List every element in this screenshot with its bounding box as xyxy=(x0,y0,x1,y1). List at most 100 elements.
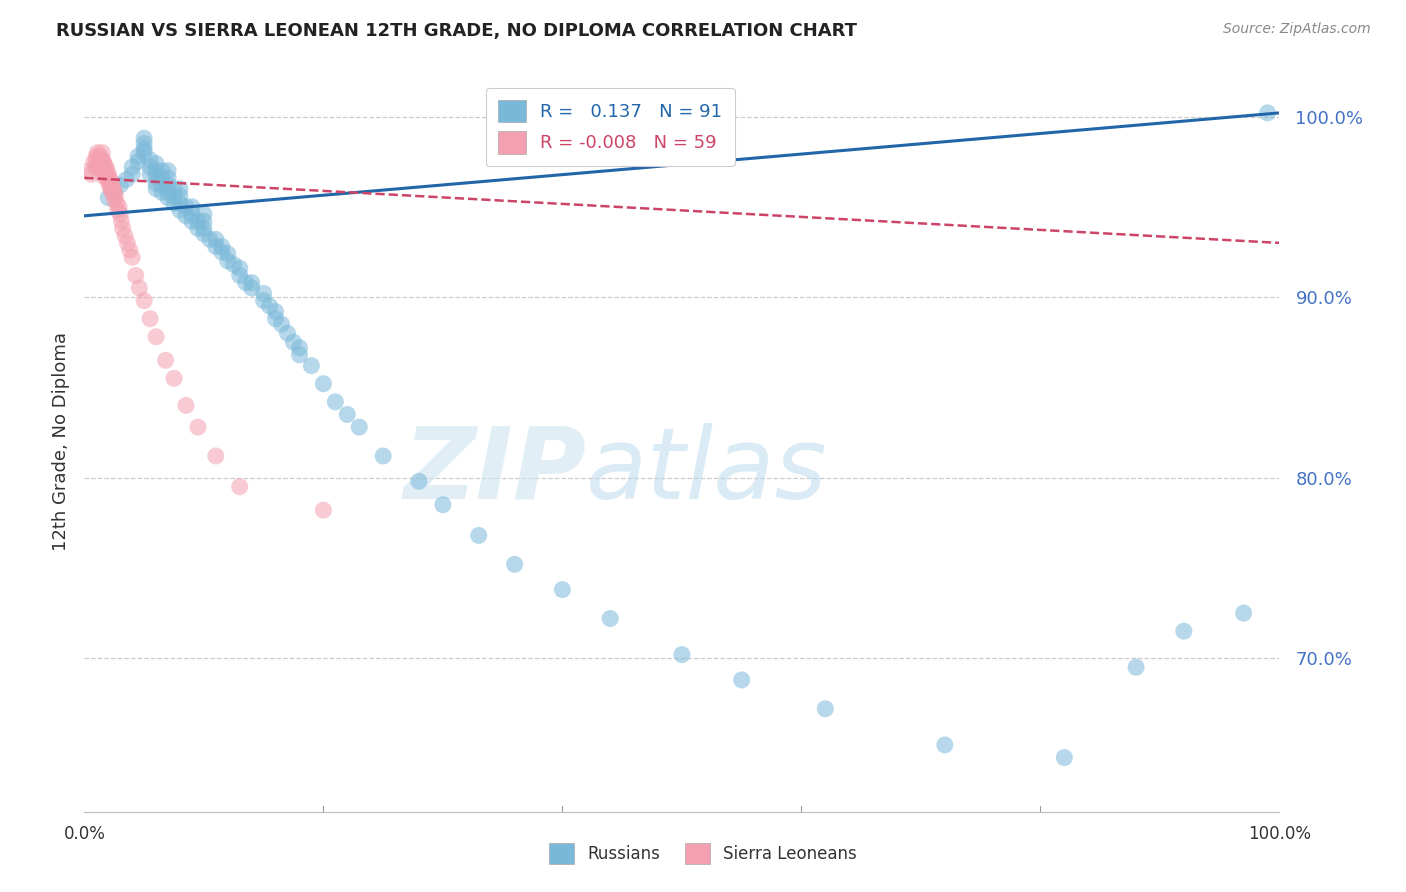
Point xyxy=(193,214,215,228)
Point xyxy=(145,163,167,178)
Point xyxy=(145,169,167,183)
Point xyxy=(115,172,138,186)
Point xyxy=(101,182,124,196)
Point xyxy=(89,156,111,170)
Point xyxy=(103,186,125,200)
Point xyxy=(97,174,120,188)
Text: ZIP: ZIP xyxy=(404,423,586,520)
Point xyxy=(125,268,148,283)
Point xyxy=(174,200,197,214)
Point xyxy=(101,178,124,193)
Point xyxy=(127,149,149,163)
Point xyxy=(1053,750,1076,764)
Point xyxy=(229,268,252,283)
Point xyxy=(1233,606,1256,620)
Point xyxy=(288,348,311,362)
Point xyxy=(110,178,132,193)
Point xyxy=(157,170,180,185)
Point xyxy=(96,170,118,185)
Point xyxy=(312,376,335,391)
Point xyxy=(103,193,125,207)
Point xyxy=(93,169,115,183)
Point xyxy=(240,281,263,295)
Point xyxy=(139,153,162,167)
Point xyxy=(1173,624,1195,639)
Point xyxy=(181,207,204,221)
Point xyxy=(98,170,121,185)
Point xyxy=(283,335,305,350)
Point xyxy=(259,299,281,313)
Point xyxy=(193,227,215,241)
Legend: Russians, Sierra Leoneans: Russians, Sierra Leoneans xyxy=(543,837,863,871)
Point xyxy=(349,420,371,434)
Point xyxy=(336,408,359,422)
Point xyxy=(187,214,209,228)
Point xyxy=(84,160,107,174)
Point xyxy=(77,163,100,178)
Point xyxy=(121,160,143,174)
Y-axis label: 12th Grade, No Diploma: 12th Grade, No Diploma xyxy=(52,332,70,551)
Point xyxy=(205,449,228,463)
Point xyxy=(163,182,186,196)
Point xyxy=(91,145,114,160)
Point xyxy=(157,186,180,200)
Point xyxy=(121,167,143,181)
Point xyxy=(235,276,257,290)
Point xyxy=(145,182,167,196)
Point xyxy=(101,186,124,200)
Point xyxy=(111,221,134,235)
Point xyxy=(145,156,167,170)
Point xyxy=(157,163,180,178)
Point xyxy=(599,611,621,625)
Point xyxy=(145,177,167,191)
Point xyxy=(132,145,156,160)
Point xyxy=(93,161,115,176)
Point xyxy=(408,475,430,489)
Point xyxy=(91,160,114,174)
Point xyxy=(205,232,228,246)
Point xyxy=(222,258,245,272)
Point xyxy=(93,154,115,169)
Point xyxy=(83,154,105,169)
Point xyxy=(163,189,186,203)
Point xyxy=(934,738,956,752)
Point xyxy=(264,311,287,326)
Point xyxy=(100,182,122,196)
Point xyxy=(169,203,191,218)
Point xyxy=(169,182,191,196)
Point xyxy=(139,160,162,174)
Point xyxy=(132,131,156,145)
Point xyxy=(325,394,347,409)
Point xyxy=(107,203,129,218)
Point xyxy=(169,189,191,203)
Point xyxy=(731,673,754,687)
Point xyxy=(193,221,215,235)
Legend: R =   0.137   N = 91, R = -0.008   N = 59: R = 0.137 N = 91, R = -0.008 N = 59 xyxy=(486,87,734,166)
Point xyxy=(98,178,121,193)
Point xyxy=(108,200,131,214)
Point xyxy=(103,186,125,200)
Point xyxy=(229,261,252,276)
Point xyxy=(150,170,173,185)
Point xyxy=(128,281,150,295)
Point xyxy=(373,449,395,463)
Point xyxy=(90,153,112,167)
Point xyxy=(198,232,221,246)
Point xyxy=(86,156,108,170)
Point xyxy=(114,228,136,243)
Point xyxy=(110,214,132,228)
Point xyxy=(163,371,186,385)
Point xyxy=(157,191,180,205)
Point xyxy=(87,160,110,174)
Point xyxy=(551,582,574,597)
Point xyxy=(155,353,177,368)
Point xyxy=(174,209,197,223)
Point xyxy=(253,286,276,301)
Point xyxy=(97,191,120,205)
Point xyxy=(110,207,132,221)
Point xyxy=(139,167,162,181)
Point xyxy=(264,304,287,318)
Point xyxy=(87,153,110,167)
Text: Source: ZipAtlas.com: Source: ZipAtlas.com xyxy=(1223,22,1371,37)
Point xyxy=(132,136,156,151)
